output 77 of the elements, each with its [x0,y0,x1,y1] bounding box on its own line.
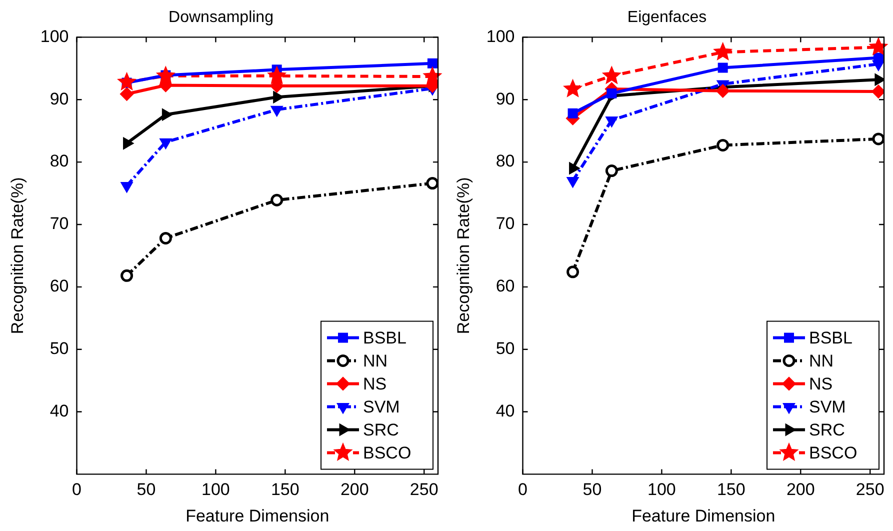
point [426,177,438,190]
y-axis-title: Recognition Rate(%) [454,177,473,334]
point [268,66,286,84]
point [605,164,618,178]
point [158,78,172,92]
legend-label: SRC [363,420,399,440]
y-tick-label: 90 [496,89,515,108]
point [606,116,618,127]
point [270,106,283,116]
point [718,62,728,73]
x-axis-title: Feature Dimension [186,506,330,526]
point [873,52,884,63]
point [716,84,730,98]
x-tick-label: 250 [856,480,884,500]
x-tick-label: 0 [518,480,528,500]
legend-label: NN [363,351,388,370]
point [427,58,438,68]
y-axis-title: Recognition Rate(%) [8,177,27,334]
x-tick-label: 150 [716,480,746,500]
point [123,137,134,150]
point [872,84,884,98]
x-tick-label: 50 [136,480,156,500]
chart-title: Downsampling [168,9,274,26]
point [716,138,730,152]
legend-label: SVM [809,397,846,416]
legend-label: SRC [809,420,845,440]
point [118,72,136,90]
point [270,79,284,93]
point [162,108,172,121]
point [606,88,617,98]
y-tick-label: 100 [40,26,69,46]
y-tick-label: 60 [496,276,515,296]
x-axis-title: Feature Dimension [632,506,776,526]
point [568,108,578,118]
x-tick-label: 50 [582,480,602,500]
y-tick-label: 50 [496,339,515,358]
point [156,66,175,84]
point [159,232,172,244]
point [714,42,732,60]
point [423,67,442,84]
y-tick-label: 100 [486,26,515,46]
legend-label: BSBL [809,328,852,348]
y-tick-label: 70 [50,214,69,234]
legend-label: BSCO [363,443,412,462]
point [602,66,621,84]
y-tick-label: 90 [50,89,69,108]
x-tick-label: 200 [340,480,369,500]
legend-label: BSBL [363,328,406,348]
x-tick-label: 250 [410,480,438,500]
point [872,132,884,146]
point [426,79,438,93]
y-tick-label: 50 [50,339,69,358]
x-tick-label: 100 [202,480,230,500]
legend-label: BSCO [809,443,858,462]
point [160,138,172,149]
chart-title: Eigenfaces [627,9,707,26]
x-tick-label: 200 [786,480,815,500]
legend-label: NN [809,351,834,370]
y-tick-label: 70 [496,214,515,234]
legend-label: NS [809,374,833,394]
y-tick-label: 60 [50,276,69,296]
point [874,74,884,86]
point [869,38,888,55]
y-tick-label: 80 [50,152,69,171]
y-tick-label: 40 [496,401,515,420]
legend-label: NS [363,374,387,394]
point [270,194,284,206]
x-tick-label: 0 [72,480,82,500]
x-tick-label: 150 [270,480,300,500]
point [120,87,134,101]
legend-label: SVM [363,397,400,416]
point [120,269,134,282]
point [564,80,582,97]
y-tick-label: 40 [50,401,69,420]
x-tick-label: 100 [648,480,676,500]
y-tick-label: 80 [496,152,515,171]
point [566,266,580,278]
